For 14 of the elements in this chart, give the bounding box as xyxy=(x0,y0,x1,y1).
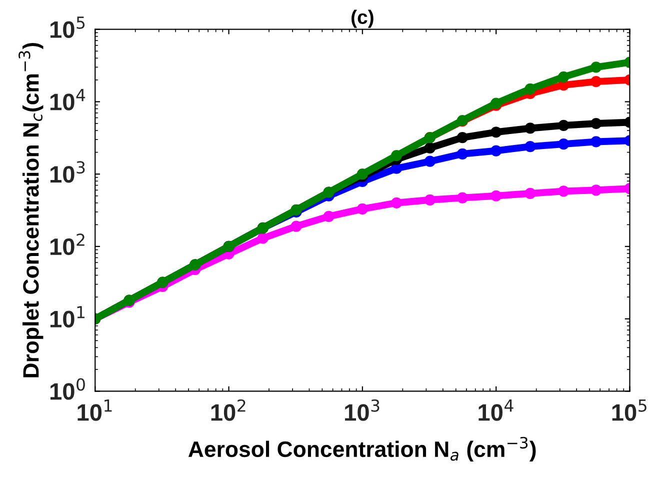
x-tick-label: 10$^{4}$ xyxy=(478,400,514,421)
x-tick-label: 10$^{1}$ xyxy=(78,400,112,421)
x-axis-title: Aerosol Concentration N$_{a}$ (cm$^{−3}$) xyxy=(188,436,536,462)
y-tick-label: 10$^{3}$ xyxy=(50,161,85,183)
y-tick-label: 10$^{4}$ xyxy=(50,89,86,110)
chart-title: (c) xyxy=(352,10,374,28)
x-tick-label: 10$^{5}$ xyxy=(612,400,646,421)
y-axis-title: Droplet Concentration N$_{c}$(cm$^{−3}$) xyxy=(18,42,44,378)
y-tick-label: 10$^{0}$ xyxy=(50,378,85,400)
y-tick-label: 10$^{1}$ xyxy=(50,306,84,328)
y-tick-label: 10$^{2}$ xyxy=(50,234,84,256)
y-tick-label: 10$^{5}$ xyxy=(50,16,85,38)
x-tick-label: 10$^{2}$ xyxy=(211,399,246,421)
x-tick-label: 10$^{3}$ xyxy=(345,399,380,421)
